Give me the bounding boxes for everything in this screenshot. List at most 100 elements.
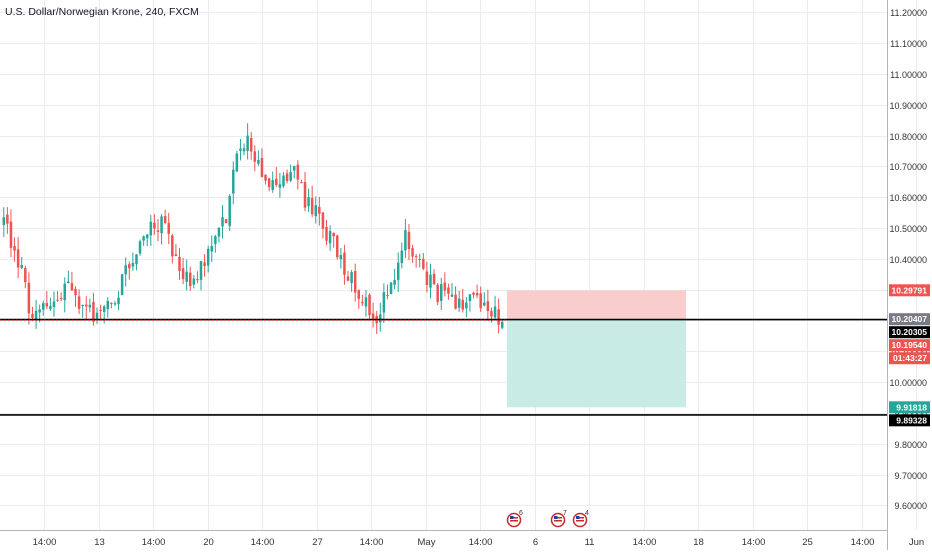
candle[interactable] <box>149 214 153 246</box>
candle[interactable] <box>289 164 292 183</box>
candle[interactable] <box>192 274 196 289</box>
candle[interactable] <box>63 277 67 313</box>
candle[interactable] <box>364 289 368 317</box>
event-flag-icon[interactable]: 6 <box>506 510 524 528</box>
candle[interactable] <box>310 185 314 217</box>
candle[interactable] <box>160 214 163 245</box>
candle[interactable] <box>336 234 339 260</box>
candles[interactable] <box>2 123 504 334</box>
candle[interactable] <box>156 218 160 242</box>
candle[interactable] <box>128 261 131 280</box>
candle[interactable] <box>228 194 231 232</box>
candle[interactable] <box>206 245 210 273</box>
candle[interactable] <box>88 298 92 313</box>
candle[interactable] <box>74 286 77 307</box>
candle[interactable] <box>418 253 421 268</box>
candle[interactable] <box>472 291 475 299</box>
take-profit-zone[interactable] <box>507 319 686 408</box>
candle[interactable] <box>468 293 472 312</box>
candle[interactable] <box>307 188 310 212</box>
candle[interactable] <box>163 209 167 225</box>
candle[interactable] <box>325 219 328 246</box>
candle[interactable] <box>196 271 199 284</box>
candle[interactable] <box>465 296 468 317</box>
candle[interactable] <box>59 292 63 302</box>
candle[interactable] <box>99 304 102 320</box>
candle[interactable] <box>278 173 282 198</box>
candle[interactable] <box>343 244 346 285</box>
candle[interactable] <box>49 297 52 312</box>
candle[interactable] <box>404 218 407 259</box>
candle[interactable] <box>493 295 497 319</box>
candle[interactable] <box>106 297 110 318</box>
candle[interactable] <box>271 171 274 193</box>
candle[interactable] <box>239 138 242 161</box>
candle[interactable] <box>20 256 23 270</box>
candle[interactable] <box>414 253 418 268</box>
candle[interactable] <box>113 300 117 306</box>
candle[interactable] <box>95 307 99 324</box>
candle[interactable] <box>328 225 332 251</box>
candle[interactable] <box>242 143 246 156</box>
stop-loss-zone[interactable] <box>507 290 686 320</box>
candle[interactable] <box>500 319 504 330</box>
candle[interactable] <box>432 269 436 285</box>
candle[interactable] <box>203 254 206 277</box>
candle[interactable] <box>24 265 27 289</box>
candle[interactable] <box>346 271 350 282</box>
candle[interactable] <box>232 161 235 205</box>
candle[interactable] <box>454 286 457 310</box>
candle[interactable] <box>34 299 38 329</box>
candle[interactable] <box>443 272 447 297</box>
candle[interactable] <box>2 207 6 237</box>
candle[interactable] <box>475 284 479 299</box>
candle[interactable] <box>497 298 500 334</box>
candle[interactable] <box>224 219 228 224</box>
candle[interactable] <box>85 296 88 319</box>
candle[interactable] <box>185 259 188 291</box>
candle[interactable] <box>407 223 411 261</box>
candle[interactable] <box>260 148 264 178</box>
candle[interactable] <box>457 290 461 313</box>
candle[interactable] <box>171 233 174 264</box>
candle[interactable] <box>425 261 429 293</box>
candle[interactable] <box>45 290 49 310</box>
candle[interactable] <box>450 283 454 298</box>
candle[interactable] <box>235 150 239 173</box>
position-zones[interactable] <box>507 290 686 408</box>
candle[interactable] <box>41 300 45 316</box>
candle[interactable] <box>361 294 364 307</box>
candle[interactable] <box>246 123 249 160</box>
candle[interactable] <box>422 253 425 271</box>
candle[interactable] <box>486 289 490 321</box>
candle[interactable] <box>479 286 482 312</box>
candle[interactable] <box>393 268 396 290</box>
candle[interactable] <box>77 289 81 315</box>
candle[interactable] <box>167 212 170 244</box>
time-axis[interactable]: 14:00 13 14:00 20 14:00 27 14:00 May 14:00 6 11 14:… <box>33 537 925 548</box>
candle[interactable] <box>292 165 296 179</box>
candle[interactable] <box>217 227 221 243</box>
candle[interactable] <box>267 177 271 192</box>
candle[interactable] <box>142 235 145 246</box>
candle[interactable] <box>339 247 343 269</box>
event-markers[interactable]: 6 7 4 <box>506 510 590 528</box>
candle[interactable] <box>396 252 400 292</box>
candle[interactable] <box>138 239 142 256</box>
candle[interactable] <box>214 234 217 253</box>
candle[interactable] <box>357 289 361 309</box>
candle[interactable] <box>56 291 59 302</box>
candle[interactable] <box>257 150 260 166</box>
candle[interactable] <box>332 232 335 248</box>
candle[interactable] <box>411 244 414 263</box>
candle[interactable] <box>181 257 185 285</box>
candle[interactable] <box>321 211 325 239</box>
candle[interactable] <box>124 257 127 287</box>
candle[interactable] <box>120 274 124 296</box>
candle[interactable] <box>296 160 300 190</box>
candle[interactable] <box>110 302 113 309</box>
candle[interactable] <box>379 302 382 332</box>
candle[interactable] <box>174 244 178 257</box>
candle[interactable] <box>382 283 386 323</box>
